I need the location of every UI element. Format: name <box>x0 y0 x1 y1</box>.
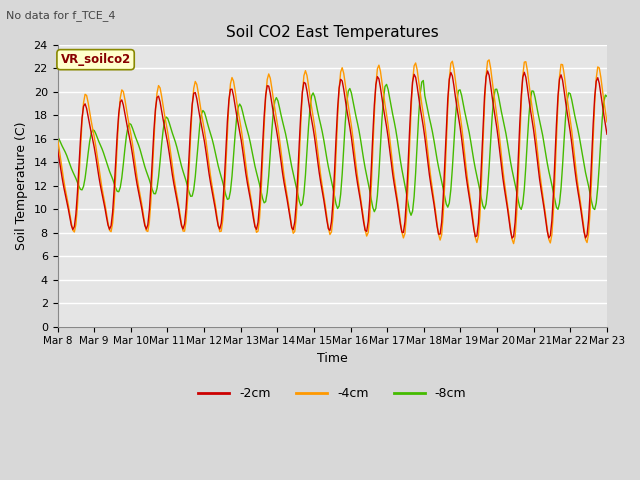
-4cm <box>575 192 583 198</box>
Text: VR_soilco2: VR_soilco2 <box>60 53 131 66</box>
Line: -4cm: -4cm <box>58 60 607 243</box>
Text: No data for f_TCE_4: No data for f_TCE_4 <box>6 10 116 21</box>
Legend: -2cm, -4cm, -8cm: -2cm, -4cm, -8cm <box>193 382 472 405</box>
-4cm <box>509 240 517 246</box>
-4cm <box>603 119 611 125</box>
Line: -2cm: -2cm <box>58 71 607 238</box>
-2cm <box>603 132 611 137</box>
-8cm <box>603 94 611 99</box>
-8cm <box>54 133 61 139</box>
X-axis label: Time: Time <box>317 352 348 365</box>
-8cm <box>575 134 583 140</box>
-8cm <box>245 133 253 139</box>
-8cm <box>407 212 415 218</box>
-8cm <box>121 146 129 152</box>
-2cm <box>294 171 301 177</box>
-8cm <box>236 101 243 107</box>
-2cm <box>236 128 243 134</box>
-8cm <box>294 191 301 197</box>
Y-axis label: Soil Temperature (C): Soil Temperature (C) <box>15 121 28 250</box>
Line: -8cm: -8cm <box>58 81 607 215</box>
-2cm <box>121 110 129 116</box>
-8cm <box>218 174 225 180</box>
-2cm <box>54 147 61 153</box>
-2cm <box>575 197 583 203</box>
-8cm <box>419 78 427 84</box>
-4cm <box>236 117 243 122</box>
-2cm <box>245 188 253 194</box>
-4cm <box>294 189 301 194</box>
-2cm <box>484 68 492 74</box>
-2cm <box>508 235 516 241</box>
-4cm <box>245 183 253 189</box>
-4cm <box>485 57 493 63</box>
Title: Soil CO2 East Temperatures: Soil CO2 East Temperatures <box>226 24 438 39</box>
-4cm <box>121 96 129 102</box>
-4cm <box>54 137 61 143</box>
-4cm <box>218 228 225 234</box>
-2cm <box>218 220 225 226</box>
